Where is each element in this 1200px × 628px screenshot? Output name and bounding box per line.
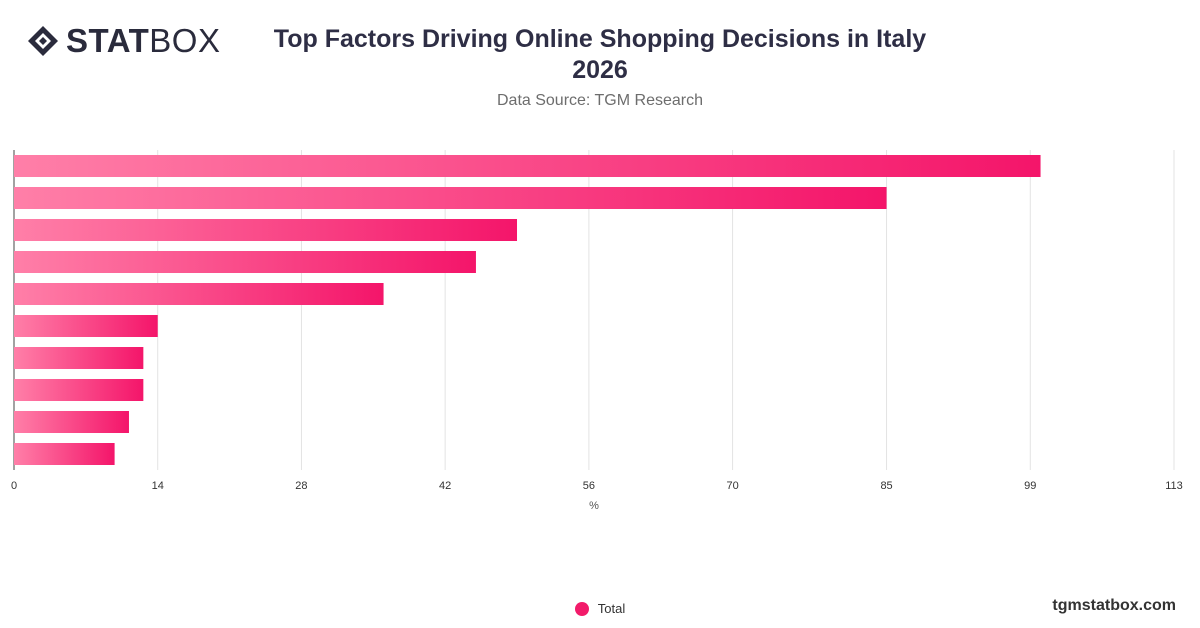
x-tick-label: 113	[1165, 480, 1183, 492]
legend-label-total[interactable]: Total	[597, 601, 626, 616]
x-axis-title: %	[589, 500, 599, 512]
bar-4[interactable]	[14, 251, 476, 273]
footer-site[interactable]: tgmstatbox.com	[1052, 597, 1176, 614]
chart-title-line1: Top Factors Driving Online Shopping Deci…	[273, 25, 927, 53]
legend-swatch-total[interactable]	[574, 601, 589, 616]
bar-6[interactable]	[14, 315, 158, 337]
bar-1[interactable]	[14, 155, 1041, 177]
x-tick-label: 70	[726, 480, 738, 492]
diamond-logo-icon	[28, 26, 58, 56]
bar-8[interactable]	[14, 379, 144, 401]
bar-9[interactable]	[14, 411, 129, 433]
bar-5[interactable]	[14, 283, 384, 305]
x-tick-label: 14	[152, 480, 164, 492]
x-tick-label: 56	[583, 480, 595, 492]
x-tick-label: 42	[439, 480, 451, 492]
x-tick-label: 0	[11, 480, 17, 492]
x-tick-label: 28	[295, 480, 307, 492]
bar-7[interactable]	[14, 347, 144, 369]
bar-2[interactable]	[14, 187, 887, 209]
legend: Total	[0, 601, 1200, 616]
chart-title-line2: 2026	[572, 56, 628, 84]
x-tick-label: 99	[1024, 480, 1036, 492]
bar-3[interactable]	[14, 219, 518, 241]
chart-title: Top Factors Driving Online Shopping Deci…	[250, 24, 950, 86]
brand-logo: STATBOX	[26, 22, 220, 60]
brand-bold: STAT	[66, 22, 150, 59]
x-tick-label: 85	[880, 480, 892, 492]
bar-10[interactable]	[14, 443, 115, 465]
chart-subtitle: Data Source: TGM Research	[496, 92, 703, 109]
bar-chart: 0 14 28 42 56 70 85 99 113%	[11, 150, 1183, 512]
brand-wordmark: STATBOX	[66, 22, 220, 60]
brand-light: BOX	[149, 22, 221, 59]
